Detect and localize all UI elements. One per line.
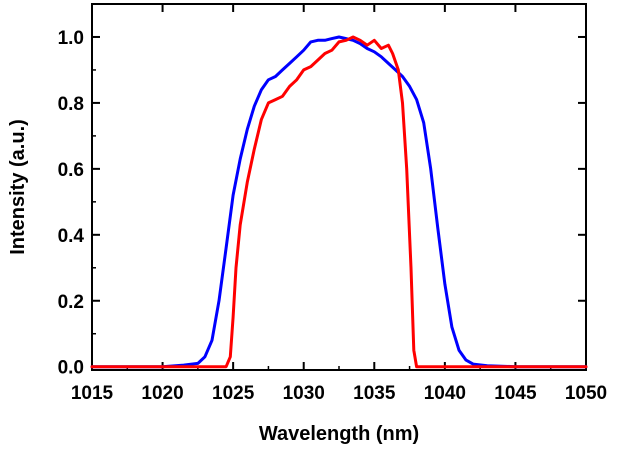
- y-tick-label: 0.8: [58, 94, 84, 115]
- series-line-red: [90, 35, 588, 369]
- y-axis-title: Intensity (a.u.): [7, 119, 29, 255]
- y-tick-label: 0.2: [58, 292, 84, 313]
- plot-frame: [91, 3, 587, 371]
- x-tick-label: 1030: [283, 383, 325, 404]
- y-axis-ticks: 0.0 0.2 0.4 0.6 0.8 1.0: [58, 28, 586, 379]
- x-axis-title: Wavelength (nm): [259, 423, 419, 445]
- x-tick-label: 1040: [424, 383, 466, 404]
- y-tick-label: 0.0: [58, 358, 84, 379]
- x-tick-label: 1050: [565, 383, 607, 404]
- y-tick-label: 0.6: [58, 160, 84, 181]
- x-tick-label: 1045: [494, 383, 537, 404]
- x-tick-label: 1025: [212, 383, 255, 404]
- y-tick-label: 1.0: [58, 28, 84, 49]
- series-layer: [90, 35, 588, 369]
- x-tick-label: 1015: [71, 383, 114, 404]
- x-axis-ticks: 1015 1020 1025 1030 1035 1040 1045 1050: [71, 4, 607, 404]
- y-tick-label: 0.4: [58, 226, 85, 247]
- x-tick-label: 1020: [141, 383, 183, 404]
- x-tick-label: 1035: [353, 383, 396, 404]
- series-line-blue: [90, 35, 588, 369]
